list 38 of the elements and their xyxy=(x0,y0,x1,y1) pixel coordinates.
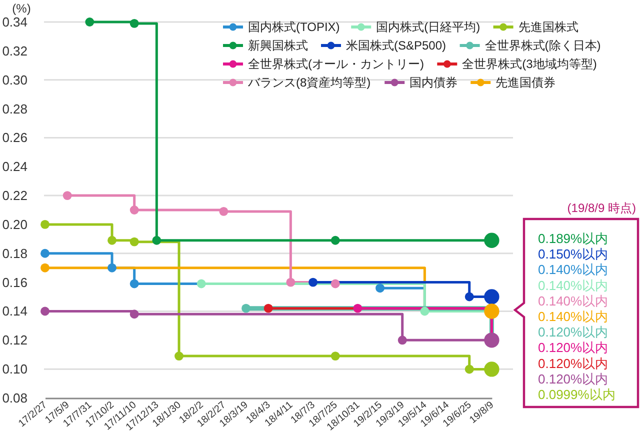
y-axis-title: (%) xyxy=(12,2,31,16)
y-tick-label: 0.20 xyxy=(2,216,28,232)
y-tick-label: 0.26 xyxy=(2,130,28,146)
legend-label: 米国株式(S&P500) xyxy=(346,38,446,52)
y-tick-label: 0.18 xyxy=(2,246,28,261)
text: 0.120%以内 xyxy=(538,356,608,371)
y-tick-label: 0.28 xyxy=(2,101,28,116)
text: 0.120%以内 xyxy=(538,340,608,356)
legend-label: 新興国株式 xyxy=(248,38,308,52)
text: (19/8/9 時点) xyxy=(567,201,636,215)
text: 0.140%以内 xyxy=(538,278,608,293)
y-tick-label: 0.12 xyxy=(2,332,28,348)
y-tick-label: 0.32 xyxy=(2,43,28,58)
y-tick-label: 0.16 xyxy=(2,274,28,290)
y-tick-label: 0.22 xyxy=(2,188,28,204)
legend-label: 国内株式(日経平均) xyxy=(376,20,480,34)
y-tick-label: 0.24 xyxy=(2,159,28,174)
legend-label: 国内株式(TOPIX) xyxy=(248,20,340,34)
text: 0.140%以内 xyxy=(538,309,608,324)
y-tick-label: 0.10 xyxy=(2,362,28,377)
legend-label: バランス(8資産均等型) xyxy=(247,76,371,90)
legend-label: 先進国株式 xyxy=(518,20,578,34)
text: 0.140%以内 xyxy=(538,262,608,278)
legend-label: 全世界株式(3地域均等型) xyxy=(462,57,597,71)
text: 0.0999%以内 xyxy=(538,387,616,402)
y-tick-label: 0.14 xyxy=(2,304,28,319)
text: 0.140%以内 xyxy=(538,293,608,308)
y-tick-label: 0.08 xyxy=(2,390,28,406)
text: 0.189%以内 xyxy=(538,231,608,246)
text: 0.120%以内 xyxy=(538,371,608,386)
text: 0.120%以内 xyxy=(538,324,608,340)
y-tick-label: 0.30 xyxy=(2,72,28,88)
legend-label: 全世界株式(オール・カントリー) xyxy=(248,57,424,71)
text: 0.150%以内 xyxy=(538,246,608,262)
legend-label: 国内債券 xyxy=(410,76,458,90)
y-tick-label: 0.34 xyxy=(2,14,28,30)
legend-label: 先進国債券 xyxy=(496,76,556,90)
legend-label: 全世界株式(除く日本) xyxy=(484,38,601,52)
